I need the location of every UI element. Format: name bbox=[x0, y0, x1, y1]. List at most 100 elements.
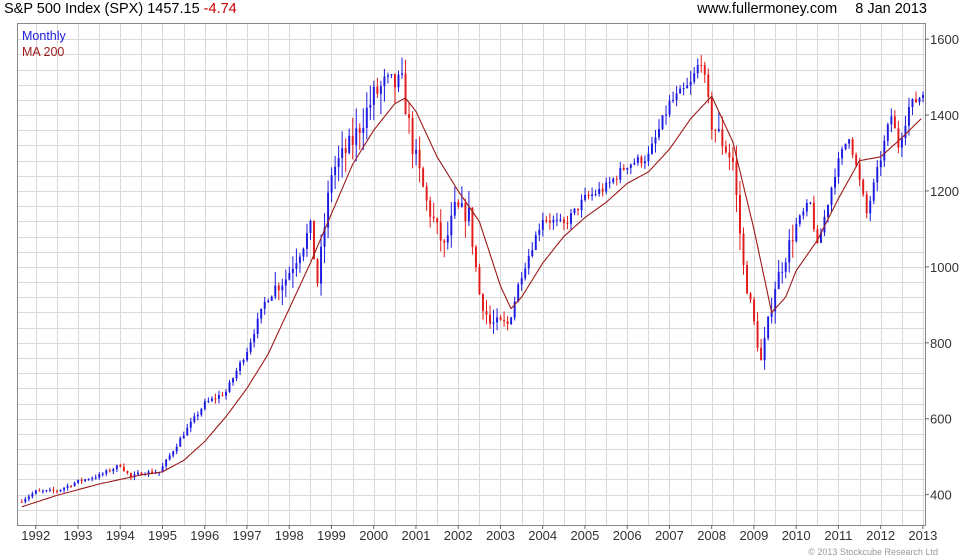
candle bbox=[907, 97, 910, 136]
candle-body bbox=[133, 474, 136, 478]
candle-body bbox=[594, 193, 597, 195]
candle-body bbox=[84, 479, 87, 481]
candle-body bbox=[566, 223, 569, 225]
candle-body bbox=[865, 194, 868, 214]
candle bbox=[77, 479, 80, 485]
candle bbox=[101, 472, 104, 477]
candle bbox=[323, 213, 326, 264]
candle bbox=[534, 231, 537, 251]
x-tick-label: 2008 bbox=[697, 528, 726, 543]
x-axis: 1992 1993 1994 1995 1996 1997 1998 1999 2000 2001… bbox=[21, 525, 937, 543]
candle bbox=[376, 77, 379, 99]
candle bbox=[696, 58, 699, 79]
candle bbox=[601, 183, 604, 197]
candle-body bbox=[474, 246, 477, 267]
candle-body bbox=[707, 74, 710, 97]
candle bbox=[510, 316, 513, 326]
candle-body bbox=[45, 490, 48, 492]
candle-body bbox=[798, 215, 801, 224]
candle bbox=[834, 168, 836, 195]
candle bbox=[31, 491, 34, 499]
chart-date: 8 Jan 2013 bbox=[855, 1, 927, 17]
candle bbox=[415, 139, 418, 166]
candle-body bbox=[823, 216, 826, 233]
website-link[interactable]: www.fullermoney.com bbox=[697, 1, 838, 17]
candle bbox=[27, 494, 30, 502]
candle bbox=[675, 86, 678, 107]
candle-body bbox=[313, 220, 315, 260]
candle bbox=[756, 312, 759, 352]
candle-body bbox=[309, 220, 312, 234]
candle-body bbox=[562, 219, 565, 224]
candle bbox=[893, 110, 896, 129]
candle-body bbox=[351, 135, 354, 145]
candle-body bbox=[129, 473, 132, 478]
candle-body bbox=[263, 301, 266, 309]
candle bbox=[298, 253, 301, 273]
candle bbox=[717, 111, 720, 133]
candle-body bbox=[816, 229, 819, 243]
candle-body bbox=[214, 398, 217, 400]
candle-body bbox=[724, 146, 727, 153]
candle-body bbox=[703, 65, 706, 75]
candle bbox=[855, 152, 858, 168]
candle-body bbox=[267, 300, 270, 302]
candle bbox=[795, 217, 798, 243]
candle-body bbox=[196, 414, 199, 417]
candle-body bbox=[922, 95, 924, 98]
x-tick-label: 1996 bbox=[190, 528, 219, 543]
candle bbox=[383, 68, 386, 102]
candle bbox=[464, 198, 467, 238]
candle bbox=[830, 186, 833, 213]
candle bbox=[108, 468, 111, 473]
candle-body bbox=[784, 262, 787, 272]
candle bbox=[608, 176, 611, 189]
candle bbox=[390, 74, 393, 79]
candle bbox=[98, 472, 101, 480]
candle-body bbox=[879, 160, 882, 168]
candle-body bbox=[499, 317, 502, 320]
candle bbox=[489, 305, 491, 329]
chart-title: S&P 500 Index (SPX) 1457.15 -4.74 bbox=[4, 0, 237, 18]
candle-body bbox=[291, 268, 294, 273]
x-tick-label: 2012 bbox=[866, 528, 895, 543]
candle bbox=[538, 223, 541, 242]
candle-body bbox=[862, 179, 865, 195]
candle-body bbox=[622, 167, 625, 170]
candle bbox=[182, 431, 185, 439]
candle-body bbox=[788, 240, 791, 263]
candle bbox=[344, 138, 347, 173]
candle bbox=[313, 220, 315, 260]
candle bbox=[633, 158, 636, 166]
candle-body bbox=[654, 137, 657, 144]
candle-body bbox=[80, 479, 83, 481]
candle bbox=[457, 199, 460, 209]
candle-body bbox=[20, 501, 23, 503]
candle-body bbox=[70, 485, 73, 487]
x-tick-label: 2004 bbox=[528, 528, 557, 543]
candle-body bbox=[640, 156, 643, 164]
candle bbox=[246, 347, 249, 362]
candle bbox=[682, 82, 685, 96]
candle bbox=[865, 190, 868, 219]
candle-body bbox=[77, 479, 80, 483]
candle-body bbox=[531, 249, 534, 256]
candle bbox=[436, 217, 439, 234]
candle-body bbox=[485, 311, 488, 315]
candle-body bbox=[658, 129, 660, 138]
candle bbox=[372, 80, 375, 121]
x-tick-label: 2007 bbox=[655, 528, 684, 543]
candle-body bbox=[112, 469, 115, 472]
candle bbox=[900, 132, 903, 158]
candle bbox=[217, 390, 220, 404]
candle bbox=[577, 208, 579, 216]
candle-body bbox=[239, 362, 242, 371]
candle-body bbox=[397, 74, 400, 88]
candle-body bbox=[105, 470, 108, 474]
candle bbox=[541, 212, 544, 237]
candle bbox=[397, 70, 400, 93]
candle-body bbox=[284, 279, 287, 286]
candle-body bbox=[457, 201, 460, 207]
candle-body bbox=[555, 219, 558, 221]
x-tick-label: 1992 bbox=[21, 528, 50, 543]
